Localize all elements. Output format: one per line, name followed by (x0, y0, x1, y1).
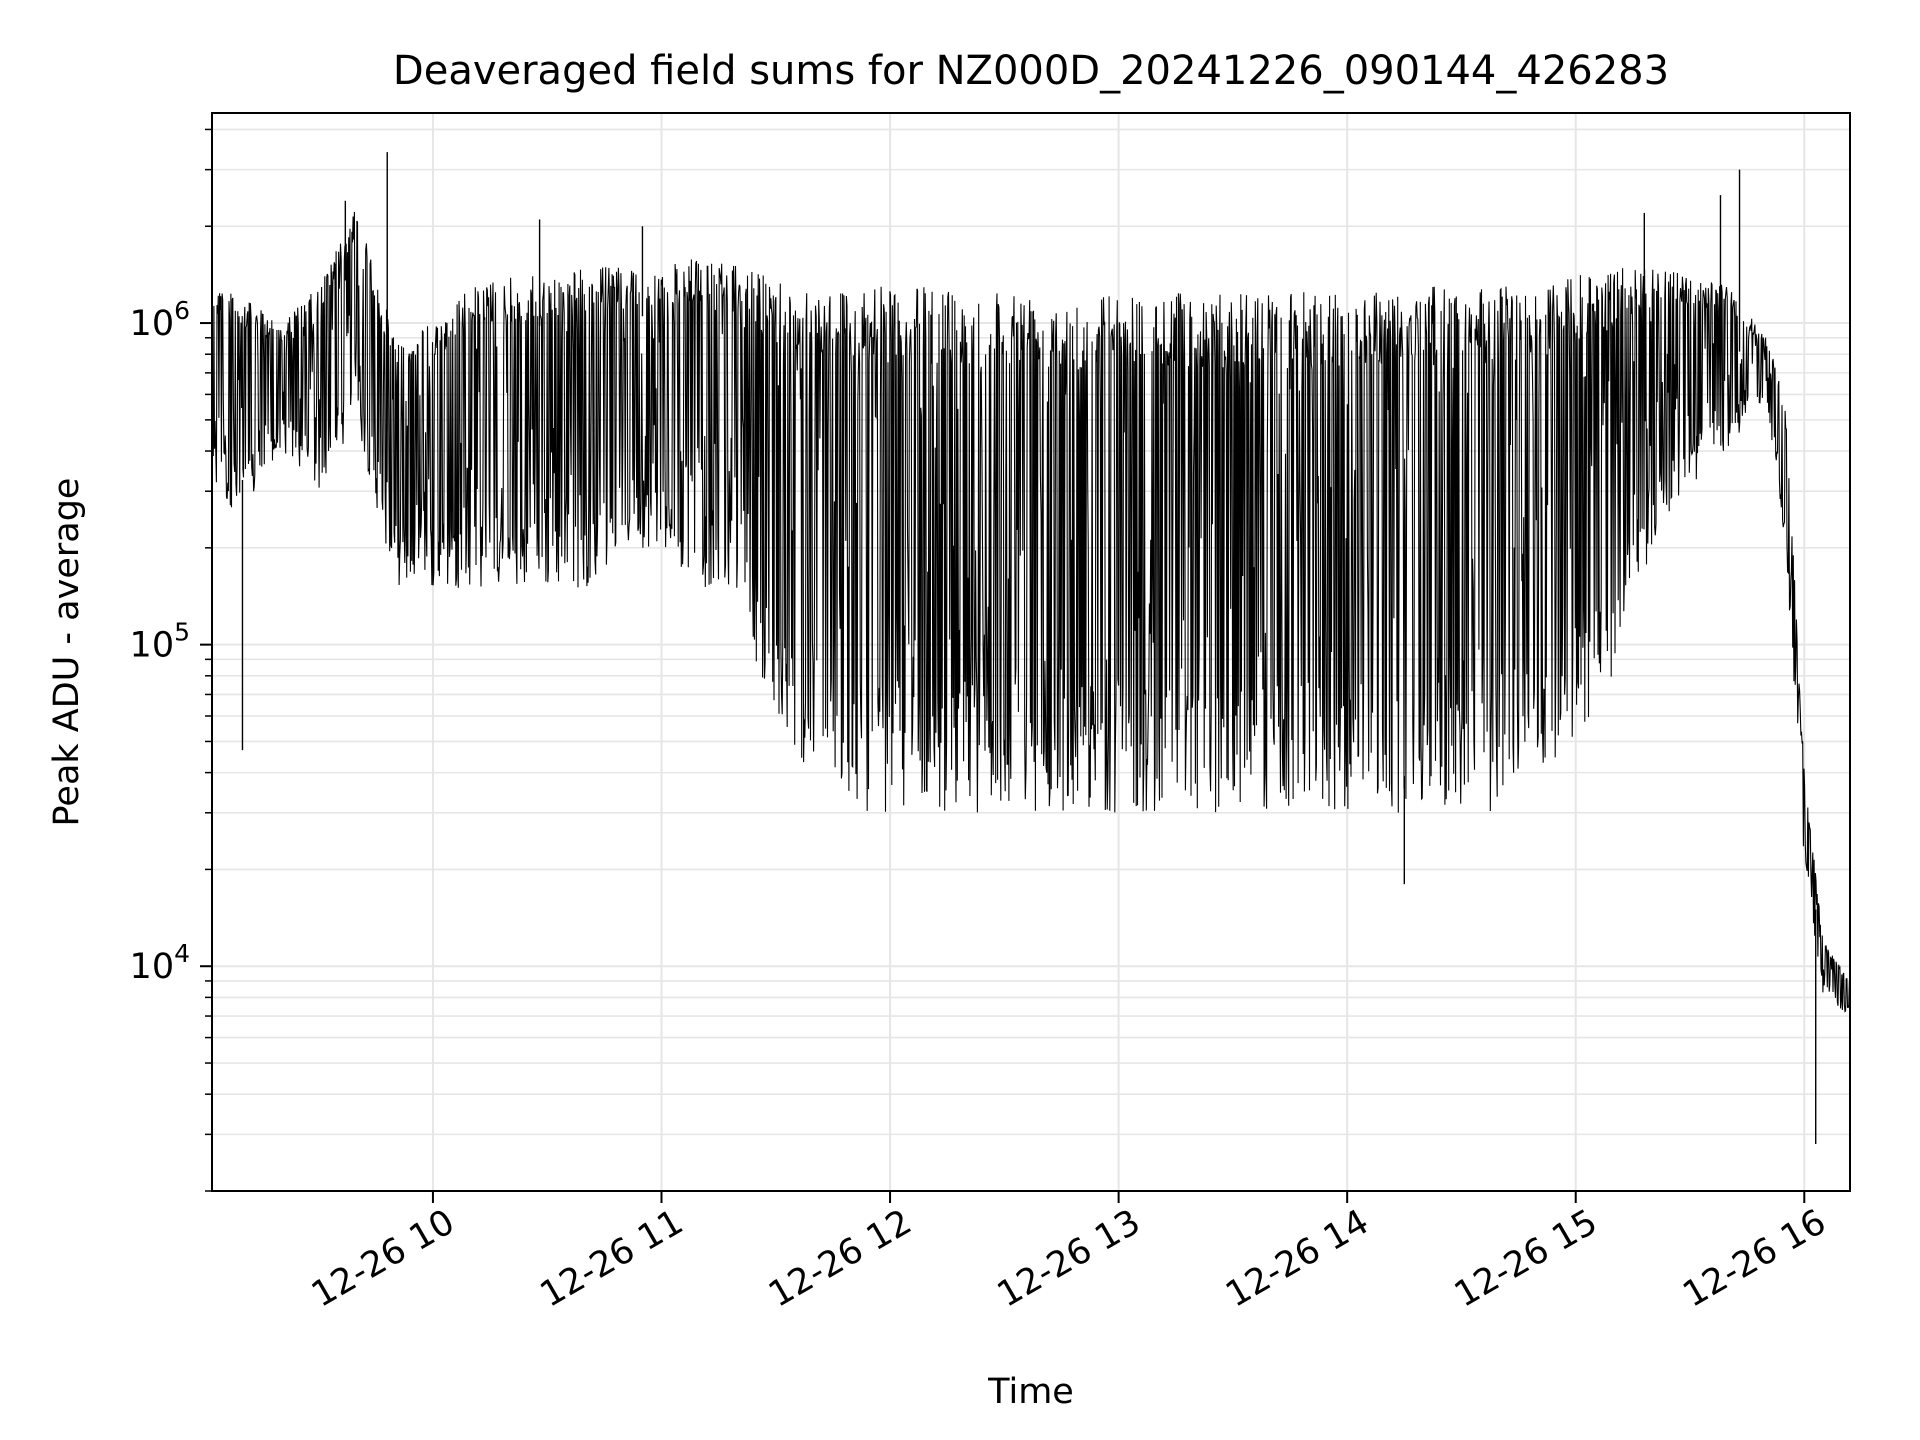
spike-lines (241, 152, 1817, 1145)
y-tick-label: 106 (130, 296, 190, 344)
plot-frame (211, 112, 1851, 1192)
y-axis-label: Peak ADU - average (47, 478, 87, 827)
series-line (211, 211, 1851, 1013)
y-tick-label: 104 (130, 939, 190, 987)
x-axis-label: Time (987, 1372, 1074, 1412)
chart-title: Deaveraged field sums for NZ000D_2024122… (393, 48, 1669, 94)
y-axis: 104 105 106 (130, 128, 212, 1192)
y-tick-label: 105 (130, 618, 190, 666)
